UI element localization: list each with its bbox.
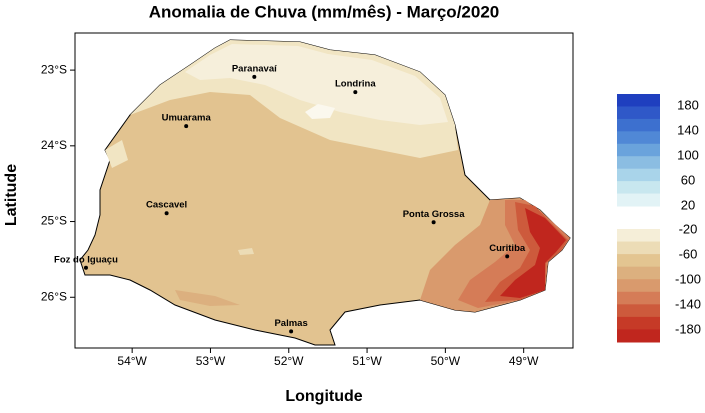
anomaly-zone [175,290,240,306]
anomaly-zone [185,44,448,125]
city-label: Londrina [335,79,376,90]
colorbar-label: 180 [677,97,699,112]
colorbar-swatch [617,118,660,132]
city-label: Palmas [274,318,307,329]
colorbar-swatch [617,254,660,268]
chart-title: Anomalia de Chuva (mm/mês) - Março/2020 [149,2,500,21]
city-marker [164,211,169,216]
colorbar-label: -60 [679,246,698,261]
colorbar-swatch [617,131,660,145]
colorbar-swatch [617,316,660,330]
x-tick-label: 51°W [352,354,382,368]
colorbar-swatch [617,106,660,120]
y-tick-label: 23°S [41,62,67,76]
city-label: Ponta Grossa [403,209,465,220]
colorbar-swatch [617,241,660,255]
colorbar-swatch [617,94,660,107]
anomaly-zone [305,104,335,119]
colorbar-label: -20 [679,221,698,236]
colorbar-swatch [617,193,660,207]
colorbar-swatch [617,329,660,343]
colorbar-swatch [617,279,660,293]
x-tick-label: 49°W [509,354,539,368]
city-marker [431,220,436,225]
city-marker [83,265,88,270]
colorbar-swatch [617,291,660,305]
x-tick-label: 54°W [117,354,147,368]
map [74,32,574,349]
city-label: Cascavel [146,200,187,211]
y-axis-label: Latitude [3,164,20,226]
colorbar-swatch [617,304,660,318]
x-tick-label: 50°W [431,354,461,368]
anomaly-zone [238,248,254,255]
colorbar-label: 20 [681,197,695,212]
colorbar-swatch [617,266,660,280]
city-label: Foz do Iguaçu [54,254,118,265]
city-marker [252,74,257,79]
colorbar-swatch [617,229,660,243]
y-tick-label: 25°S [41,214,67,228]
colorbar-label: -100 [675,271,701,286]
y-tick-label: 26°S [41,289,67,303]
map-frame [74,32,574,349]
anomaly-zone [105,140,128,168]
colorbar-swatch [617,181,660,195]
x-axis-label: Longitude [285,388,362,405]
colorbar-label: 60 [681,172,695,187]
city-label: Umuarama [162,113,212,124]
city-marker [505,254,510,259]
colorbar-label: -180 [675,321,701,336]
city-marker [353,90,358,95]
anomaly-zone [500,208,566,298]
city-marker [184,124,189,129]
x-tick-label: 52°W [274,354,304,368]
colorbar-swatch [617,168,660,182]
x-tick-label: 53°W [196,354,226,368]
y-tick-label: 24°S [41,138,67,152]
city-label: Paranavaí [232,63,277,74]
colorbar-label: 140 [677,122,699,137]
colorbar-label: 100 [677,147,699,162]
colorbar-swatch [617,143,660,157]
colorbar-swatch [617,156,660,170]
city-marker [289,329,294,334]
city-label: Curitiba [489,243,526,254]
colorbar-label: -140 [675,296,701,311]
